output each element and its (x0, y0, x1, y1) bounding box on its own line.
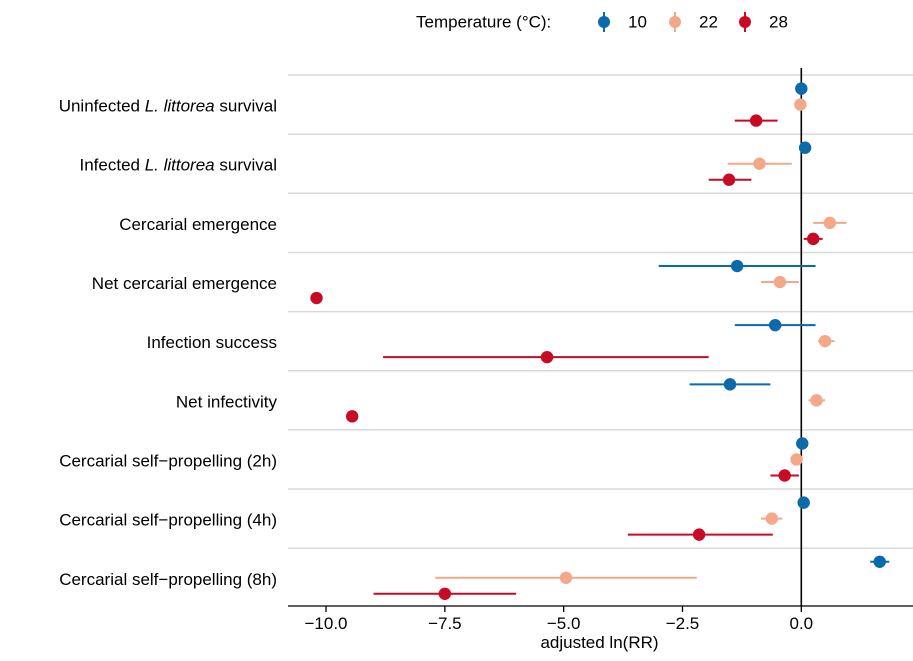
x-tick-label: −10.0 (305, 614, 348, 633)
point-28 (722, 173, 736, 186)
category-label: Uninfected L. littorea survival (59, 96, 277, 115)
category-label: Cercarial self−propelling (4h) (59, 510, 277, 529)
point-22 (794, 98, 807, 111)
point-28 (806, 232, 820, 246)
point-22 (765, 512, 779, 525)
legend-key-point-10 (598, 16, 610, 28)
category-label: Cercarial self−propelling (2h) (59, 451, 277, 470)
category-label-part: Cercarial self−propelling (4h) (59, 510, 277, 529)
category-label: Infection success (147, 333, 277, 352)
legend-label-10: 10 (628, 13, 647, 32)
point-10 (730, 259, 744, 273)
category-label-part: Cercarial self−propelling (8h) (59, 569, 277, 588)
category-label: Net cercarial emergence (92, 274, 277, 293)
category-label: Infected L. littorea survival (79, 155, 277, 174)
point-28 (438, 587, 452, 600)
x-tick-label: 0.0 (789, 614, 813, 633)
category-label: Cercarial emergence (119, 214, 277, 233)
point-10 (798, 141, 812, 154)
legend-title: Temperature (°C): (416, 13, 551, 32)
category-label: Net infectivity (176, 392, 278, 411)
point-28 (778, 469, 791, 482)
point-10 (797, 496, 810, 509)
x-tick-label: −7.5 (428, 614, 462, 633)
category-label-part: Net cercarial emergence (92, 274, 277, 293)
point-22 (818, 334, 832, 348)
point-10 (796, 437, 809, 450)
category-label-part: survival (215, 155, 277, 174)
point-22 (823, 216, 837, 230)
x-tick-label: −2.5 (666, 614, 700, 633)
category-label-part: Net infectivity (176, 392, 278, 411)
x-tick-label: −5.0 (547, 614, 581, 633)
x-axis-title: adjusted ln(RR) (540, 633, 658, 652)
category-label-part: Infection success (147, 333, 277, 352)
point-28 (345, 410, 359, 423)
point-10 (768, 318, 782, 332)
point-10 (723, 378, 737, 391)
category-separators (288, 74, 913, 549)
point-28 (692, 528, 706, 541)
legend-key-point-22 (669, 16, 681, 28)
point-22 (790, 453, 803, 466)
category-label-italic: L. littorea (145, 96, 215, 115)
x-axis: −10.0 −7.5 −5.0 −2.5 0.0 adjusted ln(RR) (288, 605, 913, 652)
category-label-part: Cercarial self−propelling (2h) (59, 451, 277, 470)
data-marks (310, 82, 890, 600)
legend-key-point-28 (739, 16, 751, 28)
category-label-part: survival (215, 96, 277, 115)
point-22 (773, 275, 787, 289)
category-label-part: Cercarial emergence (119, 214, 277, 233)
legend: Temperature (°C): 10 22 28 (416, 12, 788, 32)
point-22 (753, 157, 766, 170)
point-28 (310, 291, 323, 305)
legend-label-22: 22 (699, 13, 718, 32)
point-22 (810, 394, 823, 407)
point-10 (795, 82, 808, 95)
category-labels: Uninfected L. littorea survivalInfected … (59, 96, 278, 588)
point-28 (540, 350, 554, 364)
category-label-italic: L. littorea (145, 155, 215, 174)
point-10 (873, 555, 886, 568)
category-label-part: Uninfected (59, 96, 145, 115)
point-22 (559, 571, 573, 584)
category-label-part: Infected (79, 155, 144, 174)
point-28 (749, 114, 763, 127)
legend-label-28: 28 (769, 13, 788, 32)
category-label: Cercarial self−propelling (8h) (59, 569, 277, 588)
